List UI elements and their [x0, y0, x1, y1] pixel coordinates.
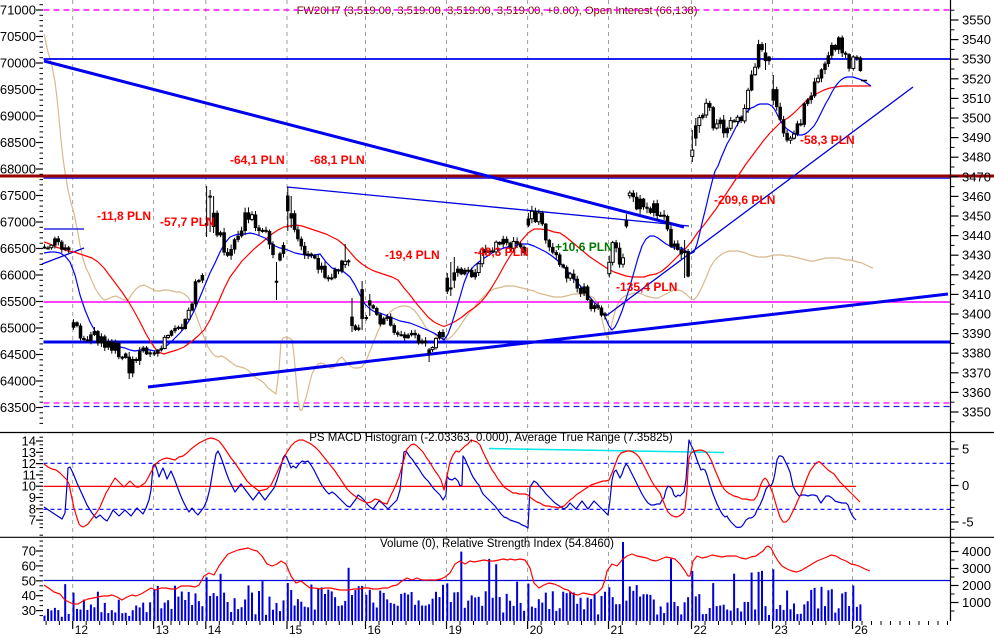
svg-text:3410: 3410 — [962, 287, 991, 302]
svg-text:2000: 2000 — [962, 578, 991, 593]
svg-text:63500: 63500 — [0, 400, 36, 415]
svg-text:-11,8 PLN: -11,8 PLN — [97, 209, 151, 223]
svg-text:3390: 3390 — [962, 326, 991, 341]
svg-text:12: 12 — [75, 623, 89, 637]
svg-text:15: 15 — [289, 623, 303, 637]
svg-text:3550: 3550 — [962, 13, 991, 28]
svg-text:-48,3 PLN: -48,3 PLN — [474, 245, 529, 259]
svg-text:3530: 3530 — [962, 52, 991, 67]
svg-text:64500: 64500 — [0, 347, 36, 362]
svg-text:Volume (0), Relative Strength: Volume (0), Relative Strength Index (54.… — [380, 538, 614, 550]
svg-text:7: 7 — [29, 513, 36, 528]
svg-text:40: 40 — [22, 588, 36, 603]
svg-text:PS MACD Histogram (-2.03363,: PS MACD Histogram (-2.03363, 0.000), Ave… — [309, 432, 673, 444]
svg-text:-68,1 PLN: -68,1 PLN — [310, 153, 365, 167]
svg-text:3440: 3440 — [962, 228, 991, 243]
svg-text:50: 50 — [22, 573, 36, 588]
svg-text:3400: 3400 — [962, 307, 991, 322]
svg-text:70000: 70000 — [0, 56, 36, 71]
svg-text:3370: 3370 — [962, 365, 991, 380]
svg-text:-5: -5 — [962, 515, 974, 530]
svg-text:12: 12 — [22, 456, 36, 471]
svg-text:3470: 3470 — [962, 169, 991, 184]
svg-text:11: 11 — [23, 467, 37, 482]
svg-text:3420: 3420 — [962, 267, 991, 282]
svg-text:69500: 69500 — [0, 82, 36, 97]
svg-text:68000: 68000 — [0, 162, 36, 177]
svg-text:9: 9 — [29, 490, 36, 505]
svg-text:22: 22 — [694, 623, 708, 637]
svg-text:14: 14 — [22, 434, 36, 449]
svg-text:5: 5 — [962, 442, 969, 457]
svg-text:3450: 3450 — [962, 209, 991, 224]
svg-text:66000: 66000 — [0, 268, 36, 283]
svg-text:3360: 3360 — [962, 385, 991, 400]
svg-text:66500: 66500 — [0, 241, 36, 256]
svg-text:70: 70 — [22, 544, 36, 559]
svg-text:68500: 68500 — [0, 135, 36, 150]
svg-text:10: 10 — [22, 479, 36, 494]
svg-text:69000: 69000 — [0, 109, 36, 124]
svg-text:4000: 4000 — [962, 544, 991, 559]
svg-text:64000: 64000 — [0, 374, 36, 389]
svg-text:-135,4 PLN: -135,4 PLN — [616, 280, 677, 294]
svg-text:3350: 3350 — [962, 405, 991, 420]
svg-text:3000: 3000 — [962, 561, 991, 576]
svg-text:1000: 1000 — [962, 595, 991, 610]
svg-text:26: 26 — [855, 623, 869, 637]
svg-text:19: 19 — [449, 623, 463, 637]
svg-text:60: 60 — [22, 558, 36, 573]
svg-text:FW20H7 (3,519.00, 3,519.00, 3,: FW20H7 (3,519.00, 3,519.00, 3,519.00, 3,… — [297, 5, 698, 17]
svg-text:-64,1 PLN: -64,1 PLN — [230, 153, 285, 167]
svg-text:8: 8 — [29, 501, 36, 516]
svg-text:71000: 71000 — [0, 3, 36, 18]
svg-text:14: 14 — [208, 623, 222, 637]
svg-text:+10,6 PLN: +10,6 PLN — [555, 240, 613, 254]
svg-text:3480: 3480 — [962, 150, 991, 165]
svg-text:20: 20 — [530, 623, 544, 637]
svg-text:3540: 3540 — [962, 32, 991, 47]
svg-text:65000: 65000 — [0, 321, 36, 336]
svg-text:23: 23 — [775, 623, 789, 637]
svg-text:70500: 70500 — [0, 29, 36, 44]
svg-text:-57,7 PLN: -57,7 PLN — [160, 215, 215, 229]
svg-text:16: 16 — [368, 623, 382, 637]
svg-text:13: 13 — [156, 623, 170, 637]
svg-text:3430: 3430 — [962, 248, 991, 263]
svg-text:30: 30 — [22, 603, 36, 618]
svg-text:13: 13 — [22, 445, 36, 460]
svg-text:3510: 3510 — [962, 91, 991, 106]
svg-text:3460: 3460 — [962, 189, 991, 204]
svg-text:3380: 3380 — [962, 346, 991, 361]
svg-text:-58,3 PLN: -58,3 PLN — [800, 133, 855, 147]
svg-text:-19,4 PLN: -19,4 PLN — [385, 248, 440, 262]
svg-text:67000: 67000 — [0, 215, 36, 230]
svg-text:3490: 3490 — [962, 130, 991, 145]
svg-text:65500: 65500 — [0, 294, 36, 309]
svg-text:21: 21 — [611, 623, 625, 637]
svg-text:3500: 3500 — [962, 111, 991, 126]
svg-text:0: 0 — [962, 478, 969, 493]
svg-text:67500: 67500 — [0, 188, 36, 203]
svg-text:-209,6 PLN: -209,6 PLN — [714, 193, 775, 207]
svg-text:3520: 3520 — [962, 71, 991, 86]
